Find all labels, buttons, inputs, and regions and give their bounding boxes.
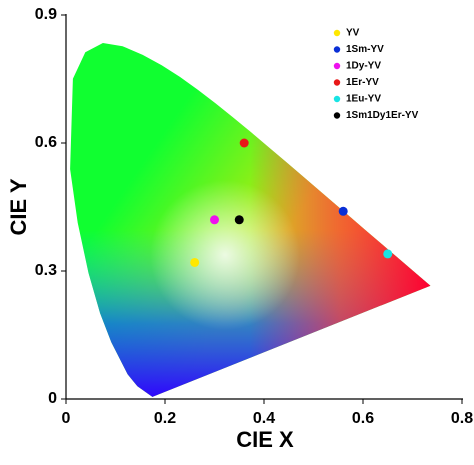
legend-marker [333,46,341,53]
data-point [234,215,244,225]
x-tick-label: 0 [62,410,71,427]
x-tick-label: 0.2 [154,410,176,427]
legend-marker [333,95,341,103]
x-axis-title: CIE X [236,427,294,452]
y-tick-label: 0 [48,390,57,407]
legend-label: 1Er-YV [346,77,379,88]
x-tick-label: 0.6 [352,410,374,427]
data-point [239,138,249,148]
legend-label: 1Eu-YV [346,94,381,105]
x-tick-label: 0.8 [451,410,473,427]
x-tick-label: 0.4 [253,410,275,427]
legend-label: 1Dy-YV [346,61,381,72]
legend-marker [333,79,341,86]
y-tick-label: 0.6 [35,134,57,151]
legend-label: 1Sm1Dy1Er-YV [346,110,419,121]
y-tick-label: 0.9 [35,6,57,23]
legend-marker [333,112,341,119]
cie-gamut [70,43,431,397]
legend-marker [333,62,341,70]
data-point [190,257,200,267]
legend-label: 1Sm-YV [346,44,384,55]
data-point [338,206,348,216]
data-point [210,215,219,225]
y-tick-label: 0.3 [35,262,57,279]
legend-marker [333,29,341,37]
legend-label: YV [346,28,360,39]
y-axis-title: CIE Y [6,178,31,235]
data-point [383,249,393,259]
